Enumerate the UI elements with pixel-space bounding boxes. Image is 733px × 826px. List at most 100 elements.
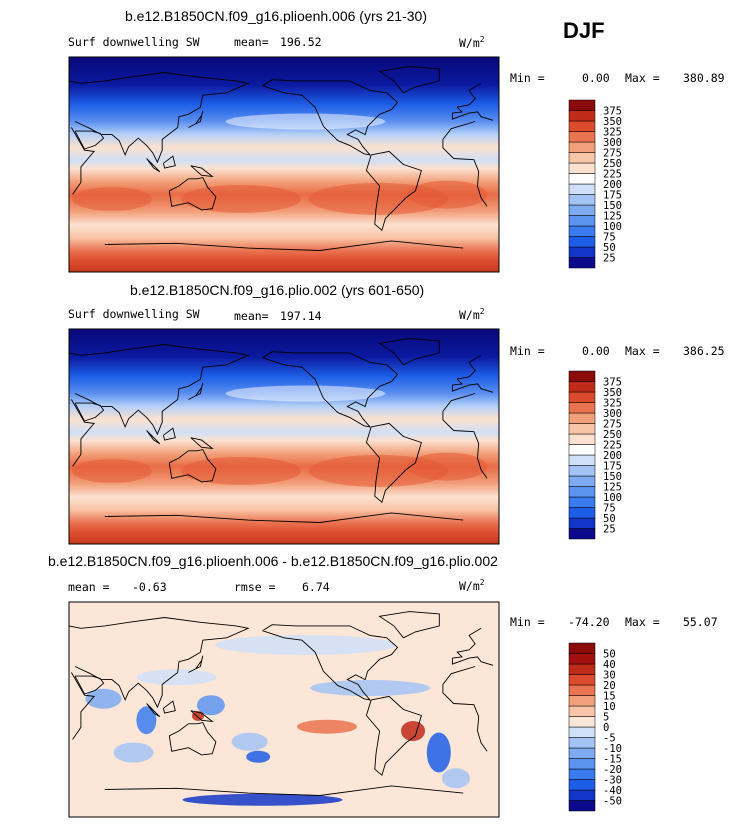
colorbar-swatch <box>568 236 596 248</box>
colorbar-swatch <box>568 779 596 791</box>
coastline <box>378 611 440 639</box>
colorbar-tick-label: 10 <box>603 701 616 713</box>
colorbar-swatch <box>568 528 596 540</box>
panel1-units: W/m2 <box>459 35 485 50</box>
coastline <box>378 66 440 94</box>
panel2-mean-label: mean= <box>234 309 269 323</box>
colorbar-tick-label: -50 <box>603 796 622 808</box>
coastline <box>162 700 176 714</box>
map-anomaly-blob <box>196 695 225 716</box>
map-anomaly-blob <box>407 452 488 481</box>
colorbar-swatch <box>568 507 596 519</box>
map-anomaly-blob <box>401 721 425 741</box>
colorbar-tick-label: 275 <box>603 419 622 431</box>
coastline <box>146 703 161 718</box>
colorbar-tick-label: 50 <box>603 649 616 661</box>
map-anomaly-blob <box>181 456 301 485</box>
colorbar-tick-label: 125 <box>603 482 622 494</box>
map-anomaly-blob <box>297 719 357 734</box>
colorbar-swatch <box>568 391 596 403</box>
colorbar-swatch <box>568 716 596 728</box>
coastlines <box>68 338 494 523</box>
colorbar-tick-label: 50 <box>603 513 616 525</box>
colorbar-swatch <box>568 162 596 174</box>
map-anomaly-blob <box>231 732 268 751</box>
panel2-min-value: 0.00 <box>582 344 610 358</box>
colorbar-swatch <box>568 800 596 812</box>
panel2-max-value: 386.25 <box>683 344 725 358</box>
coastline <box>74 130 105 150</box>
map-anomaly-blob <box>72 186 152 211</box>
coastline <box>365 695 422 776</box>
colorbar-tick-label: 125 <box>603 211 622 223</box>
colorbar-tick-label: 250 <box>603 158 622 170</box>
colorbar-swatch <box>568 110 596 122</box>
colorbar-tick-label: 15 <box>603 691 616 703</box>
colorbar-tick-label: 0 <box>603 722 609 734</box>
coastline <box>168 449 217 483</box>
colorbar-swatch <box>568 99 596 111</box>
panel3-min-value: -74.20 <box>568 615 610 629</box>
colorbar-tick-label: 75 <box>603 503 616 515</box>
colorbar-swatch <box>568 370 596 382</box>
map-frame <box>68 601 500 818</box>
colorbar-swatch <box>568 215 596 227</box>
colorbar-tick-label: 325 <box>603 398 622 410</box>
map-field <box>69 329 499 544</box>
map-panel-1 <box>68 56 500 273</box>
coastline <box>168 722 217 756</box>
colorbar-swatch <box>568 173 596 185</box>
colorbar-tick-label: 150 <box>603 200 622 212</box>
coastline <box>365 150 422 231</box>
colorbar-swatch <box>568 120 596 132</box>
panel3-rmse-value: 6.74 <box>302 580 330 594</box>
map-field <box>69 602 499 817</box>
panel1-max-value: 380.89 <box>683 71 725 85</box>
coastline <box>71 666 488 752</box>
colorbar-tick-label: 5 <box>603 712 609 724</box>
colorbar-swatch <box>568 695 596 707</box>
coastline <box>68 72 494 164</box>
colorbar-tick-label: 75 <box>603 232 616 244</box>
panel2-max-label: Max = <box>625 344 660 358</box>
colorbar-tick-label: 100 <box>603 492 622 504</box>
panel1-mean-label: mean= <box>234 35 269 49</box>
colorbar-swatch <box>568 152 596 164</box>
colorbar-swatch <box>568 674 596 686</box>
colorbar-swatch <box>568 257 596 269</box>
colorbar-swatch <box>568 663 596 675</box>
colorbar-swatch <box>568 225 596 237</box>
colorbar-swatch <box>568 789 596 801</box>
colorbar-swatch <box>568 517 596 529</box>
panel1-min-value: 0.00 <box>582 71 610 85</box>
panel3-mean-value: -0.63 <box>132 580 167 594</box>
coastline <box>104 240 464 251</box>
panel3-min-label: Min = <box>510 615 545 629</box>
coastline <box>190 165 214 178</box>
coastlines <box>68 66 494 251</box>
map-anomaly-blob <box>225 113 386 130</box>
colorbar-2: 2550751001251501752002252502753003253503… <box>568 370 622 540</box>
colorbar-swatch <box>568 444 596 456</box>
colorbar-tick-label: 225 <box>603 440 622 452</box>
colorbar-1: 2550751001251501752002252502753003253503… <box>568 99 622 269</box>
panel1-mean-value: 196.52 <box>280 35 322 49</box>
colorbar-tick-label: 100 <box>603 221 622 233</box>
map-anomaly-blob <box>426 732 451 773</box>
colorbar-tick-label: 325 <box>603 127 622 139</box>
map-anomaly-blob <box>225 385 386 402</box>
coastline <box>262 624 399 701</box>
coastline <box>190 437 214 450</box>
panel2-min-label: Min = <box>510 344 545 358</box>
colorbar-tick-label: 250 <box>603 429 622 441</box>
colorbar-swatch <box>568 402 596 414</box>
coastline <box>68 617 494 709</box>
colorbar-tick-label: -10 <box>603 743 622 755</box>
map-anomaly-blob <box>72 458 152 483</box>
panel3-title: b.e12.B1850CN.f09_g16.plioenh.006 - b.e1… <box>48 553 498 569</box>
map-anomaly-blob <box>181 184 301 213</box>
colorbar-tick-label: 25 <box>603 253 616 265</box>
colorbar-swatch <box>568 684 596 696</box>
